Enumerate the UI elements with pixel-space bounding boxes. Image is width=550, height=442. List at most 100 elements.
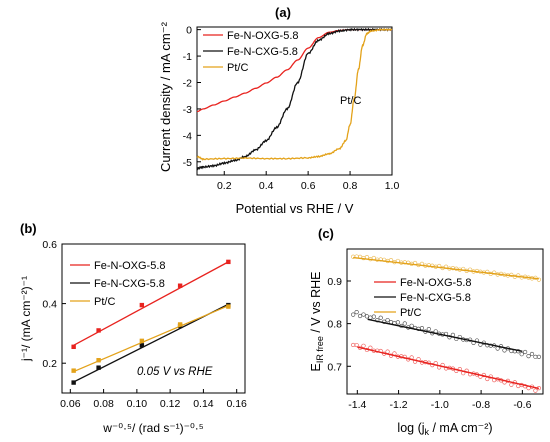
legend-label: Fe-N-OXG-5.8 — [227, 30, 299, 42]
data-point — [485, 376, 490, 382]
y-axis-label: j⁻¹/ (mA cm⁻²)⁻¹ — [19, 276, 33, 362]
data-point — [139, 338, 145, 344]
data-point — [177, 283, 183, 288]
x-tick-label: -1.4 — [348, 399, 366, 411]
y-tick-label: -3 — [183, 104, 192, 116]
data-point — [139, 343, 145, 348]
data-point — [361, 343, 366, 348]
x-tick-label: 0.4 — [259, 180, 274, 192]
x-tick-label: -0.6 — [513, 399, 531, 411]
data-point — [96, 328, 101, 333]
legend-label: Pt/C — [94, 296, 115, 308]
data-point — [426, 327, 431, 332]
y-tick-label: 0.2 — [42, 358, 57, 370]
data-point — [419, 326, 425, 331]
data-point — [533, 388, 538, 393]
y-tick-label: -2 — [183, 78, 192, 90]
x-tick-label: 0.06 — [60, 398, 81, 410]
x-tick-label: 0.8 — [343, 180, 358, 192]
data-point — [385, 318, 390, 323]
data-point — [226, 259, 231, 265]
legend-label: Pt/C — [227, 62, 248, 74]
fit-line — [367, 318, 523, 353]
x-tick-label: 0.6 — [301, 180, 316, 192]
data-point — [71, 368, 76, 373]
y-axis-label-sub: IR free — [315, 336, 325, 363]
y-axis-label: Current density / mA cm⁻² — [158, 21, 173, 172]
x-tick-label: 0.12 — [160, 398, 181, 410]
series-line — [196, 27, 393, 171]
data-point — [364, 314, 370, 319]
data-point — [368, 315, 373, 320]
data-point — [96, 358, 101, 363]
x-axis-label: w⁻⁰·⁵/ (rad s⁻¹)⁻⁰·⁵ — [102, 421, 204, 435]
y-tick-label: -4 — [183, 130, 192, 142]
data-point — [351, 312, 356, 317]
panel-label: (b) — [20, 221, 37, 236]
data-point — [351, 342, 356, 348]
data-point — [368, 345, 373, 350]
x-axis-label: log (jk / mA cm⁻²) — [397, 421, 492, 437]
y-axis-label-tail: / V vs RHE — [309, 272, 323, 337]
data-point — [395, 320, 400, 325]
legend-label: Fe-N-CXG-5.8 — [94, 278, 165, 290]
x-axis-label: Potential vs RHE / V — [236, 201, 354, 216]
plot-frame — [346, 248, 544, 395]
data-point — [385, 349, 390, 354]
y-tick-label: 0.6 — [42, 239, 57, 251]
data-point — [354, 309, 359, 315]
x-axis-label-main: log (j — [397, 421, 424, 435]
data-point — [536, 277, 541, 282]
x-tick-label: 1.0 — [385, 180, 400, 192]
x-tick-label: 0.08 — [93, 398, 114, 410]
fit-line — [353, 256, 539, 280]
x-tick-label: 0.16 — [226, 398, 247, 410]
data-point — [536, 354, 541, 359]
y-axis-label: EIR free / V vs RHE — [309, 272, 325, 372]
data-point — [139, 302, 145, 308]
legend-label: Pt/C — [400, 307, 421, 319]
y-tick-label: 0 — [186, 25, 192, 37]
panel-label: (a) — [275, 5, 291, 20]
plot-frame — [196, 26, 393, 176]
data-point — [96, 365, 101, 370]
data-point — [71, 380, 76, 385]
legend-label: Fe-N-CXG-5.8 — [227, 46, 298, 58]
annotation: Pt/C — [340, 95, 361, 107]
x-axis-label-tail: / mA cm⁻²) — [429, 421, 493, 435]
y-tick-label: -5 — [183, 157, 192, 169]
data-point — [509, 382, 514, 387]
y-tick-label: -1 — [183, 51, 192, 63]
x-tick-label: -1.0 — [431, 399, 449, 411]
data-point — [357, 313, 363, 319]
x-tick-label: -0.8 — [472, 399, 490, 411]
data-point — [523, 349, 528, 355]
data-point — [533, 354, 538, 359]
data-point — [378, 315, 383, 320]
plot-frame — [61, 243, 246, 394]
annotation: 0.05 V vs RHE — [137, 366, 213, 378]
chart-panel-c: -1.4 -1.2 -1.0 -0.8 -0.6 0.7 0.8 0.9 Fe-N-OXG-5.… — [309, 226, 544, 437]
data-point — [177, 322, 183, 327]
y-axis-label-main: E — [309, 363, 323, 371]
chart-panel-b: 0.06 0.08 0.10 0.12 0.14 0.16 0.2 0.4 0.6 Fe-N-OX… — [19, 221, 247, 435]
fit-line — [357, 346, 540, 390]
x-axis-label-sub: k — [425, 427, 430, 437]
legend-label: Fe-N-OXG-5.8 — [94, 260, 166, 272]
data-point — [502, 348, 507, 353]
data-point — [226, 304, 231, 309]
data-point — [402, 321, 407, 326]
data-point — [516, 273, 521, 278]
data-point — [361, 312, 366, 317]
y-tick-label: 0.4 — [42, 299, 57, 311]
data-point — [71, 344, 76, 350]
data-point — [354, 342, 359, 348]
data-point — [409, 323, 414, 328]
x-tick-label: -1.2 — [390, 399, 408, 411]
x-tick-label: 0.10 — [127, 398, 148, 410]
panel-label: (c) — [318, 226, 334, 241]
y-tick-label: 0.7 — [327, 361, 342, 373]
chart-panel-a: 0.2 0.4 0.6 0.8 1.0 0 -1 -2 -3 -4 -5 Fe-N-OXG-5.8 Fe… — [158, 5, 399, 216]
y-tick-label: 0.8 — [327, 319, 342, 331]
